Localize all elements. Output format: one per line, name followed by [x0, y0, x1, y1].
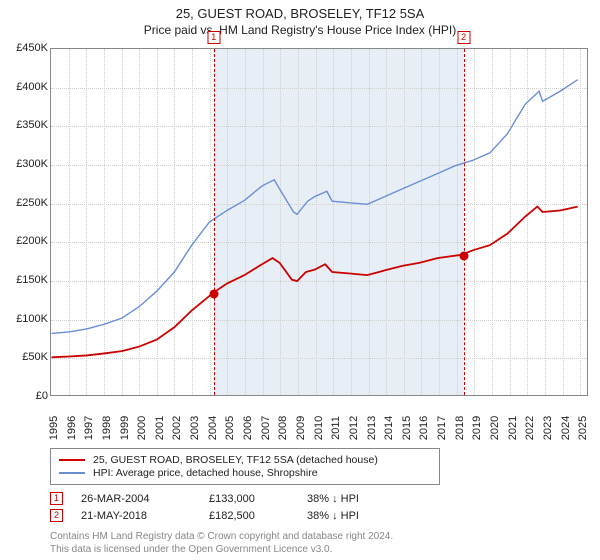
x-axis-label: 2002 — [171, 416, 183, 440]
x-axis-label: 1996 — [66, 416, 78, 440]
series-line — [52, 207, 578, 358]
x-axis-label: 2016 — [418, 416, 430, 440]
y-axis-label: £300K — [4, 158, 48, 170]
x-axis-label: 2024 — [560, 416, 572, 440]
legend-label: 25, GUEST ROAD, BROSELEY, TF12 5SA (deta… — [93, 454, 378, 466]
x-axis-label: 1999 — [119, 416, 131, 440]
legend-label: HPI: Average price, detached house, Shro… — [93, 467, 318, 479]
series-line — [52, 80, 578, 334]
x-axis-label: 2004 — [207, 416, 219, 440]
x-axis-label: 2021 — [507, 416, 519, 440]
legend-row: 25, GUEST ROAD, BROSELEY, TF12 5SA (deta… — [59, 454, 431, 466]
x-axis-label: 2008 — [277, 416, 289, 440]
legend-swatch — [59, 459, 85, 461]
y-axis-label: £0 — [4, 390, 48, 402]
x-axis-label: 2001 — [154, 416, 166, 440]
transaction-row: 2 21-MAY-2018 £182,500 38% ↓ HPI — [50, 509, 397, 522]
chart-area: 12 — [50, 48, 588, 396]
transaction-marker-icon: 1 — [50, 492, 63, 505]
x-axis-label: 2025 — [577, 416, 589, 440]
x-axis-label: 2000 — [136, 416, 148, 440]
x-axis-label: 2022 — [524, 416, 536, 440]
x-axis-label: 2007 — [260, 416, 272, 440]
title-sub: Price paid vs. HM Land Registry's House … — [0, 23, 600, 37]
transaction-hpi-diff: 38% ↓ HPI — [307, 510, 397, 522]
sale-marker-line — [464, 49, 465, 395]
x-axis-label: 2005 — [224, 416, 236, 440]
sale-point-dot — [209, 290, 218, 299]
y-axis-label: £250K — [4, 197, 48, 209]
legend-box: 25, GUEST ROAD, BROSELEY, TF12 5SA (deta… — [50, 448, 440, 485]
sale-marker-box: 2 — [457, 31, 470, 44]
transaction-price: £133,000 — [209, 493, 289, 505]
sale-point-dot — [459, 251, 468, 260]
x-axis-label: 1995 — [48, 416, 60, 440]
attribution: Contains HM Land Registry data © Crown c… — [50, 531, 393, 556]
sale-marker-box: 1 — [207, 31, 220, 44]
y-axis-label: £100K — [4, 313, 48, 325]
legend-row: HPI: Average price, detached house, Shro… — [59, 467, 431, 479]
x-axis-label: 2015 — [401, 416, 413, 440]
sale-marker-line — [214, 49, 215, 395]
figure-root: 25, GUEST ROAD, BROSELEY, TF12 5SA Price… — [0, 0, 600, 560]
transaction-date: 21-MAY-2018 — [81, 510, 191, 522]
chart-svg — [51, 49, 587, 395]
x-axis-label: 2020 — [489, 416, 501, 440]
x-axis-label: 1998 — [101, 416, 113, 440]
transaction-date: 26-MAR-2004 — [81, 493, 191, 505]
attribution-line: This data is licensed under the Open Gov… — [50, 544, 393, 557]
x-axis-label: 2010 — [313, 416, 325, 440]
x-axis-label: 2014 — [383, 416, 395, 440]
attribution-line: Contains HM Land Registry data © Crown c… — [50, 531, 393, 544]
transaction-hpi-diff: 38% ↓ HPI — [307, 493, 397, 505]
y-axis-label: £200K — [4, 235, 48, 247]
x-axis-label: 2011 — [330, 416, 342, 440]
x-axis-label: 2019 — [471, 416, 483, 440]
y-axis-label: £450K — [4, 42, 48, 54]
x-axis-label: 2017 — [436, 416, 448, 440]
x-axis-label: 2013 — [366, 416, 378, 440]
x-axis-label: 2023 — [542, 416, 554, 440]
transaction-price: £182,500 — [209, 510, 289, 522]
transactions: 1 26-MAR-2004 £133,000 38% ↓ HPI 2 21-MA… — [50, 492, 397, 526]
title-main: 25, GUEST ROAD, BROSELEY, TF12 5SA — [0, 6, 600, 21]
x-axis-label: 2018 — [454, 416, 466, 440]
y-axis-label: £50K — [4, 351, 48, 363]
transaction-marker-icon: 2 — [50, 509, 63, 522]
y-axis-label: £350K — [4, 119, 48, 131]
legend-swatch — [59, 472, 85, 474]
x-axis-label: 2009 — [295, 416, 307, 440]
x-axis-label: 2012 — [348, 416, 360, 440]
titles: 25, GUEST ROAD, BROSELEY, TF12 5SA Price… — [0, 0, 600, 37]
transaction-row: 1 26-MAR-2004 £133,000 38% ↓ HPI — [50, 492, 397, 505]
x-axis-label: 2006 — [242, 416, 254, 440]
x-axis-label: 1997 — [83, 416, 95, 440]
y-axis-label: £400K — [4, 81, 48, 93]
y-axis-label: £150K — [4, 274, 48, 286]
x-axis-label: 2003 — [189, 416, 201, 440]
